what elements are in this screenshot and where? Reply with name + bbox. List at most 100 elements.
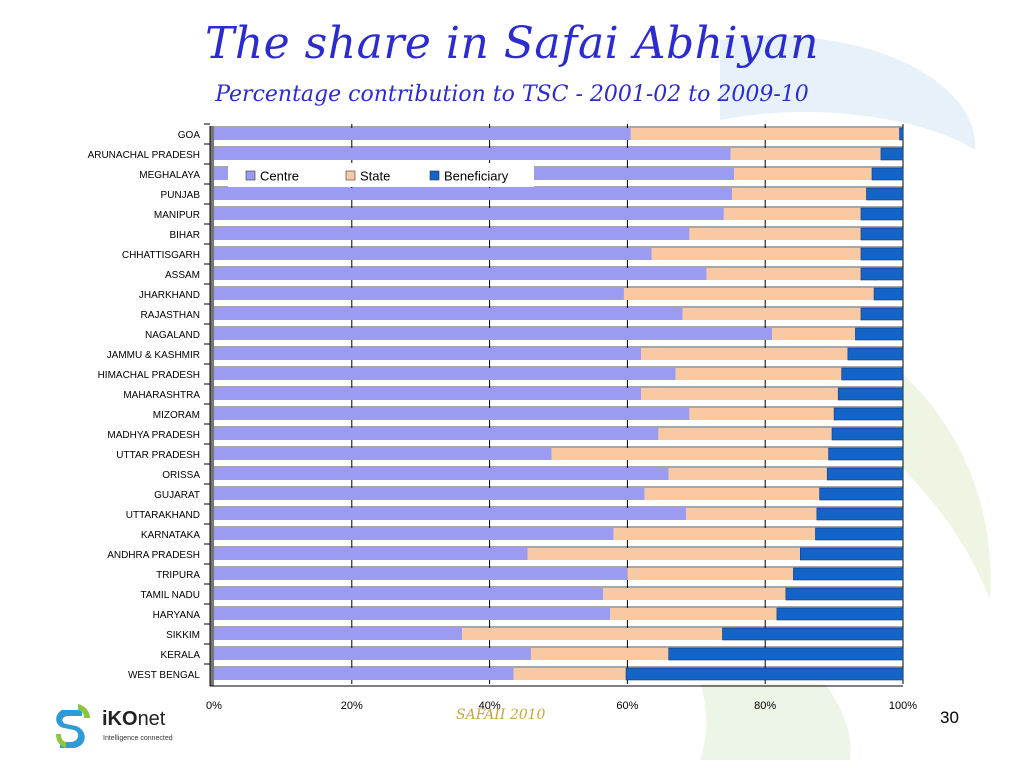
bar-segment-beneficiary — [880, 147, 904, 161]
bar-segment-centre — [214, 328, 773, 340]
legend-swatch-beneficiary — [429, 170, 440, 181]
bar-segment-beneficiary — [873, 287, 904, 301]
category-label: CHHATTISGARH — [122, 250, 200, 261]
bar-segment-state — [734, 168, 872, 180]
category-label: MIZORAM — [153, 410, 200, 421]
bar-segment-centre — [214, 348, 642, 360]
category-label: BIHAR — [169, 230, 200, 241]
logo: iKOnet Intelligence connected — [52, 702, 202, 750]
bar-top-edge — [214, 246, 903, 248]
bar-segment-beneficiary — [855, 327, 904, 341]
bar-segment-centre — [214, 288, 624, 300]
bar-top-edge — [214, 326, 903, 328]
bar-top-edge — [214, 586, 903, 588]
bar-segment-beneficiary — [899, 127, 904, 141]
bar-segment-beneficiary — [871, 167, 904, 181]
bar-segment-state — [530, 648, 669, 660]
bar-segment-centre — [214, 208, 724, 220]
legend: Centre State Beneficiary — [228, 163, 534, 187]
bar-segment-state — [668, 468, 828, 480]
bar-segment-beneficiary — [833, 407, 904, 421]
bar-segment-beneficiary — [793, 567, 904, 581]
logo-name: iKOnet — [102, 708, 166, 730]
bar-segment-state — [513, 668, 627, 680]
category-label: ASSAM — [165, 270, 200, 281]
bar-segment-state — [732, 188, 867, 200]
bar-top-edge — [214, 646, 903, 648]
x-tick-label: 80% — [754, 700, 776, 712]
bar-segment-beneficiary — [819, 487, 904, 501]
bar-segment-state — [641, 388, 839, 400]
bar-segment-state — [772, 328, 856, 340]
bar-top-edge — [214, 386, 903, 388]
bar-segment-beneficiary — [826, 467, 904, 481]
category-label: RAJASTHAN — [141, 310, 200, 321]
bar-segment-state — [551, 448, 829, 460]
bar-segment-beneficiary — [785, 587, 904, 601]
bar-segment-state — [682, 308, 861, 320]
bar-segment-state — [613, 528, 816, 540]
bar-segment-state — [689, 228, 861, 240]
bar-segment-centre — [214, 488, 645, 500]
bar-top-edge — [214, 566, 903, 568]
category-label: WEST BENGAL — [128, 670, 200, 681]
bar-segment-beneficiary — [860, 207, 904, 221]
bar-segment-state — [658, 428, 833, 440]
category-label: HIMACHAL PRADESH — [98, 370, 200, 381]
bar-segment-state — [675, 368, 842, 380]
bar-top-edge — [214, 406, 903, 408]
bar-segment-centre — [214, 468, 669, 480]
bar-top-edge — [214, 446, 903, 448]
bar-segment-state — [462, 628, 723, 640]
bar-top-edge — [214, 206, 903, 208]
category-label: MADHYA PRADESH — [107, 430, 200, 441]
x-tick-label: 20% — [341, 700, 363, 712]
bar-segment-centre — [214, 628, 463, 640]
bar-segment-centre — [214, 408, 690, 420]
legend-box — [228, 163, 534, 187]
bar-segment-beneficiary — [860, 227, 904, 241]
bar-top-edge — [214, 526, 903, 528]
bar-segment-beneficiary — [776, 607, 904, 621]
category-label: ARUNACHAL PRADESH — [88, 150, 200, 161]
bar-top-edge — [214, 166, 903, 168]
bar-segment-centre — [214, 528, 614, 540]
category-label: ORISSA — [162, 470, 200, 481]
bar-segment-beneficiary — [722, 627, 904, 641]
bar-segment-state — [685, 508, 817, 520]
bar-segment-beneficiary — [847, 347, 904, 361]
bar-segment-centre — [214, 308, 683, 320]
bar-top-edge — [214, 506, 903, 508]
x-tick-label: 60% — [616, 700, 638, 712]
bar-segment-beneficiary — [816, 507, 904, 521]
category-label: ANDHRA PRADESH — [107, 550, 200, 561]
category-label: GUJARAT — [154, 490, 200, 501]
bar-segment-state — [527, 548, 801, 560]
category-label: TAMIL NADU — [141, 590, 200, 601]
bar-segment-centre — [214, 508, 686, 520]
bar-segment-state — [603, 588, 786, 600]
category-label: NAGALAND — [145, 330, 200, 341]
category-label: HARYANA — [153, 610, 201, 621]
category-label: TRIPURA — [156, 570, 200, 581]
bar-top-edge — [214, 126, 903, 128]
bar-segment-state — [630, 128, 900, 140]
bar-segment-beneficiary — [668, 647, 904, 661]
category-label: SIKKIM — [166, 630, 200, 641]
bar-segment-state — [610, 608, 777, 620]
ikonet-logo-icon — [56, 704, 90, 748]
x-tick-label: 100% — [889, 700, 917, 712]
bar-segment-centre — [214, 388, 642, 400]
bar-segment-centre — [214, 128, 631, 140]
bar-segment-state — [651, 248, 861, 260]
bar-top-edge — [214, 546, 903, 548]
bar-top-edge — [214, 146, 903, 148]
category-label: PUNJAB — [161, 190, 201, 201]
category-label: JAMMU & KASHMIR — [107, 350, 200, 361]
bar-top-edge — [214, 266, 903, 268]
bar-top-edge — [214, 226, 903, 228]
bar-top-edge — [214, 486, 903, 488]
bar-segment-beneficiary — [841, 367, 904, 381]
category-label: MAHARASHTRA — [123, 390, 200, 401]
bar-segment-beneficiary — [815, 527, 904, 541]
